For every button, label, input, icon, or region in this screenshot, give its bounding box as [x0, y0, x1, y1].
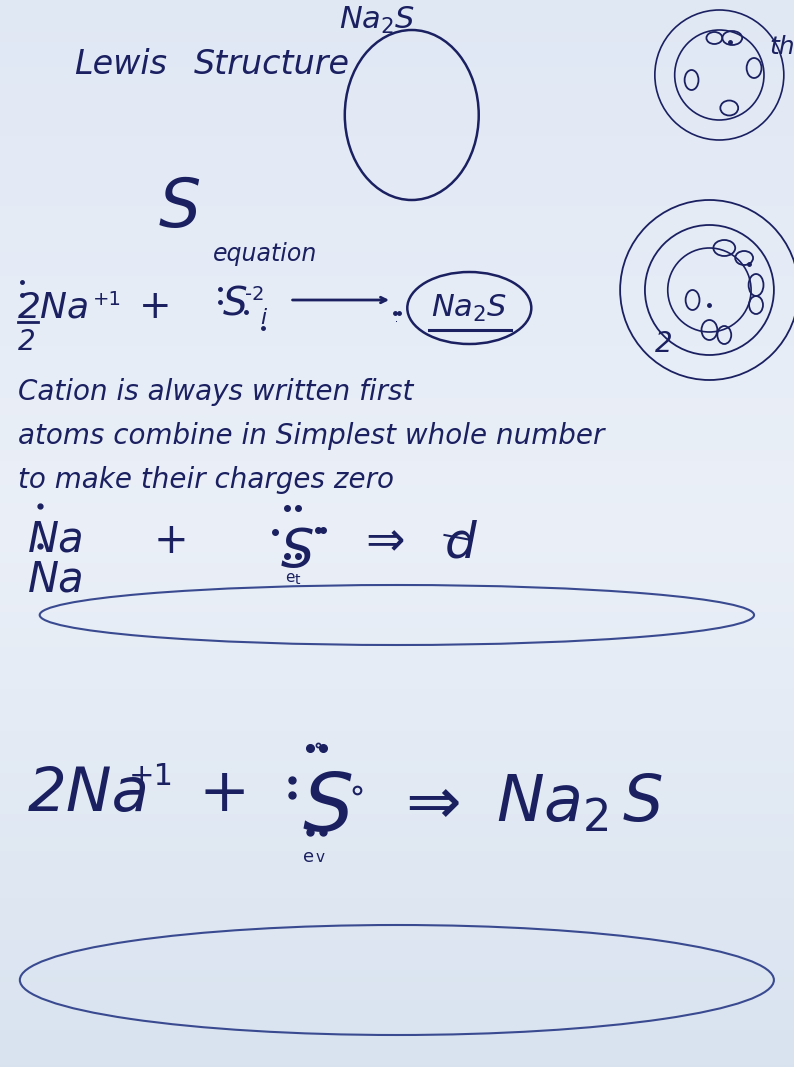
Text: th: th	[769, 35, 794, 59]
Text: 2: 2	[655, 330, 673, 359]
Text: S: S	[158, 175, 201, 241]
Text: d: d	[445, 520, 476, 568]
Text: ⇒: ⇒	[405, 773, 461, 838]
Text: ⇒: ⇒	[365, 520, 405, 566]
Text: $\mathit{Na_2}$: $\mathit{Na_2}$	[496, 773, 609, 834]
Text: +: +	[139, 288, 171, 327]
Text: S: S	[223, 285, 248, 323]
Text: to make their charges zero: to make their charges zero	[18, 466, 394, 494]
Text: +1: +1	[129, 762, 174, 791]
Text: e: e	[285, 570, 294, 585]
Text: -2: -2	[245, 285, 265, 304]
Text: atoms combine in Simplest whole number: atoms combine in Simplest whole number	[18, 423, 604, 450]
Text: v: v	[315, 850, 325, 865]
Text: 2: 2	[18, 328, 35, 356]
Text: i: i	[260, 308, 266, 328]
Text: $\mathit{Na_2S}$: $\mathit{Na_2S}$	[431, 292, 507, 323]
Text: t: t	[294, 573, 300, 587]
Text: Cation is always written first: Cation is always written first	[18, 378, 414, 407]
Text: Structure: Structure	[194, 48, 350, 81]
Text: +: +	[154, 520, 189, 562]
Text: Na: Na	[28, 558, 85, 600]
Text: equation: equation	[214, 242, 318, 266]
Text: +: +	[198, 765, 250, 824]
Text: e: e	[302, 848, 314, 866]
Text: Lewis: Lewis	[74, 48, 167, 81]
Text: 2Na: 2Na	[28, 765, 150, 824]
Text: 2Na: 2Na	[18, 290, 90, 324]
Text: S: S	[623, 773, 663, 834]
Text: S: S	[281, 526, 314, 578]
Text: S: S	[302, 770, 354, 848]
Text: $\mathit{Na_2S}$: $\mathit{Na_2S}$	[339, 5, 415, 36]
Text: Na: Na	[28, 517, 85, 560]
Text: +1: +1	[94, 290, 122, 309]
